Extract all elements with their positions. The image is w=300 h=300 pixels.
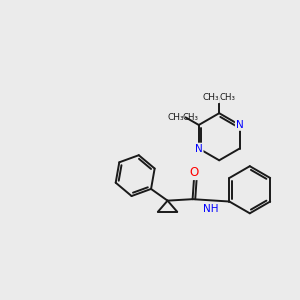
- Text: NH: NH: [203, 204, 219, 214]
- Text: CH₃: CH₃: [202, 93, 219, 102]
- Text: N: N: [236, 120, 244, 130]
- Text: CH₃: CH₃: [182, 113, 199, 122]
- Text: N: N: [195, 143, 203, 154]
- Text: CH₃: CH₃: [168, 113, 184, 122]
- Text: CH₃: CH₃: [219, 93, 235, 102]
- Text: O: O: [189, 166, 199, 179]
